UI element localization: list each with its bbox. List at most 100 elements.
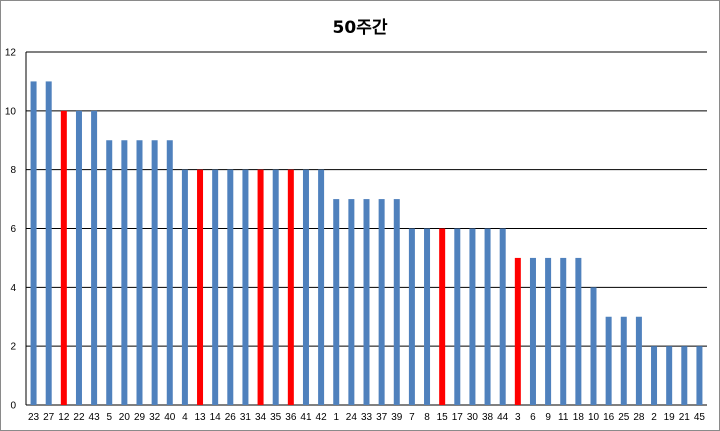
x-tick-label: 20 xyxy=(119,412,131,423)
bar xyxy=(45,81,52,406)
x-tick-label: 17 xyxy=(452,412,464,423)
x-tick-label: 45 xyxy=(694,412,706,423)
bar xyxy=(91,110,98,405)
bar xyxy=(393,199,400,405)
bar xyxy=(136,140,143,405)
x-tick-label: 2 xyxy=(651,412,657,423)
x-tick-label: 25 xyxy=(618,412,630,423)
bar xyxy=(197,169,204,405)
x-tick-label: 23 xyxy=(28,412,40,423)
x-tick-label: 29 xyxy=(134,412,146,423)
bar xyxy=(560,257,567,405)
x-tick-label: 1 xyxy=(333,412,339,423)
x-tick-label: 15 xyxy=(437,412,449,423)
bar xyxy=(318,169,325,405)
x-tick-label: 34 xyxy=(255,412,267,423)
x-tick-label: 36 xyxy=(285,412,297,423)
bar xyxy=(287,169,294,405)
x-tick-label: 30 xyxy=(467,412,479,423)
x-tick-label: 6 xyxy=(530,412,536,423)
bar xyxy=(378,199,385,405)
bar xyxy=(151,140,158,405)
x-tick-label: 9 xyxy=(545,412,551,423)
x-tick-label: 35 xyxy=(270,412,282,423)
bar xyxy=(514,257,521,405)
bar xyxy=(681,346,688,405)
x-tick-label: 3 xyxy=(515,412,521,423)
x-tick-label: 10 xyxy=(588,412,600,423)
bar xyxy=(454,228,461,405)
x-tick-label: 14 xyxy=(210,412,222,423)
x-tick-label: 22 xyxy=(73,412,85,423)
x-tick-label: 31 xyxy=(240,412,252,423)
x-tick-label: 32 xyxy=(149,412,161,423)
bar xyxy=(620,316,627,405)
bar xyxy=(651,346,658,405)
bar xyxy=(166,140,173,405)
bar xyxy=(408,228,415,405)
x-tick-label: 28 xyxy=(633,412,645,423)
x-tick-label: 27 xyxy=(43,412,55,423)
bar xyxy=(257,169,264,405)
x-tick-label: 7 xyxy=(409,412,415,423)
bar xyxy=(302,169,309,405)
bar xyxy=(499,228,506,405)
bar xyxy=(106,140,113,405)
y-tick-label: 10 xyxy=(5,106,17,117)
y-tick-label: 6 xyxy=(10,224,16,235)
bar xyxy=(121,140,128,405)
y-tick-label: 0 xyxy=(10,401,16,412)
bar xyxy=(469,228,476,405)
bar xyxy=(484,228,491,405)
x-tick-label: 21 xyxy=(679,412,691,423)
x-tick-label: 13 xyxy=(194,412,206,423)
bar xyxy=(242,169,249,405)
bar xyxy=(666,346,673,405)
y-tick-label: 2 xyxy=(10,342,16,353)
bar xyxy=(590,287,597,405)
bar xyxy=(212,169,219,405)
y-tick-label: 4 xyxy=(10,283,16,294)
bar xyxy=(348,199,355,405)
x-tick-label: 16 xyxy=(603,412,615,423)
x-tick-label: 8 xyxy=(424,412,430,423)
y-tick-label: 12 xyxy=(5,48,17,59)
x-tick-label: 33 xyxy=(361,412,373,423)
bar xyxy=(272,169,279,405)
x-tick-label: 12 xyxy=(58,412,70,423)
x-tick-label: 5 xyxy=(106,412,112,423)
bar xyxy=(545,257,552,405)
x-tick-label: 38 xyxy=(482,412,494,423)
bar xyxy=(60,110,67,405)
x-tick-label: 26 xyxy=(225,412,237,423)
bar xyxy=(424,228,431,405)
x-tick-label: 43 xyxy=(89,412,101,423)
x-tick-label: 4 xyxy=(182,412,188,423)
x-tick-label: 44 xyxy=(497,412,509,423)
chart-title: 50주간 xyxy=(332,18,388,38)
x-tick-label: 11 xyxy=(558,412,569,423)
x-tick-label: 18 xyxy=(573,412,585,423)
x-tick-label: 24 xyxy=(346,412,358,423)
bar xyxy=(529,257,536,405)
x-tick-label: 42 xyxy=(316,412,328,423)
bar xyxy=(227,169,234,405)
x-tick-label: 19 xyxy=(664,412,676,423)
bar xyxy=(605,316,612,405)
bar xyxy=(181,169,188,405)
x-tick-label: 37 xyxy=(376,412,388,423)
x-tick-label: 41 xyxy=(300,412,312,423)
bar xyxy=(333,199,340,405)
bar xyxy=(363,199,370,405)
bar xyxy=(439,228,446,405)
y-tick-label: 8 xyxy=(10,165,16,176)
x-tick-label: 39 xyxy=(391,412,403,423)
bar xyxy=(575,257,582,405)
x-tick-label: 40 xyxy=(164,412,176,423)
bar xyxy=(635,316,642,405)
bar xyxy=(696,346,703,405)
bar xyxy=(30,81,37,406)
bar xyxy=(75,110,82,405)
